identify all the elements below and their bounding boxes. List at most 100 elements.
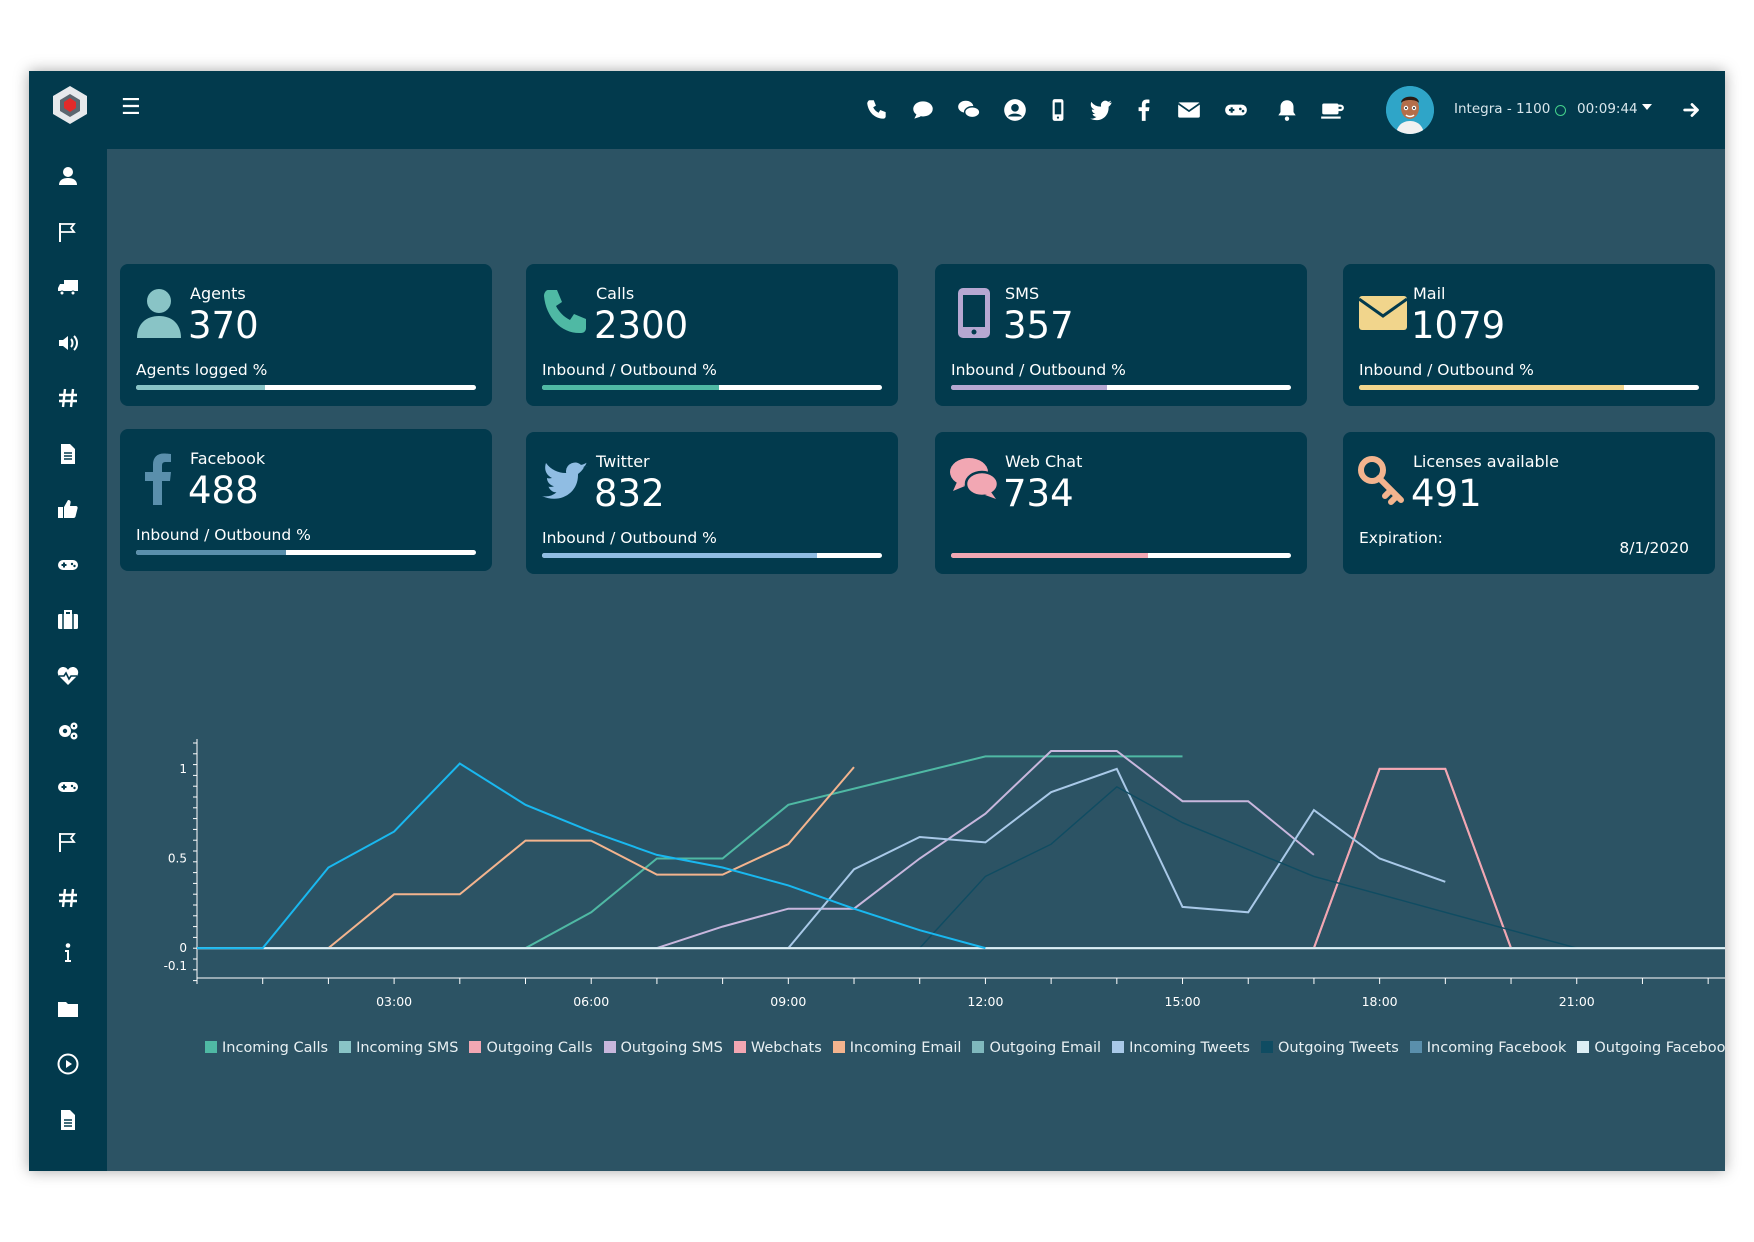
sidebar-flag-icon[interactable]	[56, 220, 80, 244]
phone-icon[interactable]	[864, 97, 890, 123]
series-line-outgoing-tweets	[919, 785, 1577, 949]
legend-label: Webchats	[750, 1040, 822, 1056]
legend-swatch	[469, 1041, 482, 1053]
sidebar-gamepad-icon[interactable]	[56, 553, 80, 577]
x-tick-label: 09:00	[770, 994, 806, 1009]
sidebar-flag-icon-2[interactable]	[56, 830, 80, 854]
progress-bar	[542, 385, 882, 390]
series-line-incoming-calls	[197, 755, 1183, 950]
card-calls[interactable]: Calls 2300 Inbound / Outbound %	[526, 264, 898, 406]
card-mail[interactable]: Mail 1079 Inbound / Outbound %	[1343, 264, 1715, 406]
sidebar-play-circle-icon[interactable]	[56, 1052, 80, 1076]
bell-icon[interactable]	[1274, 97, 1300, 123]
card-value: 832	[594, 472, 665, 515]
twitter-icon[interactable]	[1088, 97, 1114, 123]
card-value: 1079	[1411, 304, 1506, 347]
legend-item[interactable]: Incoming Tweets	[1112, 1040, 1250, 1056]
envelope-icon[interactable]	[1176, 97, 1202, 123]
logout-arrow-icon[interactable]	[1681, 99, 1703, 121]
legend-item[interactable]: Incoming SMS	[339, 1040, 458, 1056]
card-subtitle: Inbound / Outbound %	[951, 361, 1126, 379]
progress-bar	[542, 553, 882, 558]
legend-item[interactable]: Outgoing Tweets	[1260, 1040, 1399, 1056]
series-line-incoming-tweets	[787, 767, 1446, 949]
sidebar-truck-icon[interactable]	[56, 275, 80, 299]
x-tick-label: 06:00	[573, 994, 609, 1009]
legend-item[interactable]: Outgoing Facebook	[1577, 1040, 1725, 1056]
sidebar-hashtag-icon-2[interactable]	[56, 886, 80, 910]
user-circle-icon[interactable]	[1002, 97, 1028, 123]
sidebar-heartbeat-icon[interactable]	[56, 664, 80, 688]
y-tick-label: 0	[179, 941, 187, 955]
chart-legend: Incoming Calls Incoming SMS Outgoing Calls…	[205, 1037, 1725, 1057]
series-line-webchats	[1312, 767, 1512, 949]
sidebar-file-icon[interactable]	[56, 1108, 80, 1132]
facebook-icon[interactable]	[1131, 97, 1157, 123]
hamburger-menu-button[interactable]: ☰	[121, 95, 141, 120]
card-sms[interactable]: SMS 357 Inbound / Outbound %	[935, 264, 1307, 406]
sidebar-folder-icon[interactable]	[56, 997, 80, 1021]
sidebar-cogs-icon[interactable]	[56, 719, 80, 743]
x-tick-label: 21:00	[1559, 994, 1595, 1009]
chat-bubble-icon[interactable]	[910, 97, 936, 123]
progress-fill	[951, 553, 1149, 558]
legend-swatch	[832, 1041, 845, 1053]
card-subtitle: Inbound / Outbound %	[1359, 361, 1534, 379]
card-agents[interactable]: Agents 370 Agents logged %	[120, 264, 492, 406]
progress-fill	[136, 385, 266, 390]
card-twitter[interactable]: Twitter 832 Inbound / Outbound %	[526, 432, 898, 574]
user-dropdown-caret-icon[interactable]	[1642, 104, 1652, 110]
sidebar-thumbs-up-icon[interactable]	[56, 497, 80, 521]
legend-label: Incoming Tweets	[1129, 1040, 1250, 1056]
legend-item[interactable]: Outgoing Calls	[469, 1040, 593, 1056]
card-licenses[interactable]: Licenses available 491 Expiration: 8/1/2…	[1343, 432, 1715, 574]
coffee-icon[interactable]	[1319, 97, 1345, 123]
legend-item[interactable]: Outgoing SMS	[603, 1040, 723, 1056]
series-line-outgoing-calls	[197, 767, 1725, 950]
card-subtitle: Inbound / Outbound %	[136, 526, 311, 544]
legend-item[interactable]: Outgoing Email	[972, 1040, 1101, 1056]
progress-bar	[951, 553, 1291, 558]
sidebar-hashtag-icon[interactable]	[56, 386, 80, 410]
sidebar-info-icon[interactable]	[56, 941, 80, 965]
key-icon	[1357, 454, 1407, 508]
series-line-agents	[197, 762, 986, 950]
legend-item[interactable]: Incoming Calls	[205, 1040, 328, 1056]
legend-swatch	[603, 1041, 616, 1053]
card-value: 357	[1003, 304, 1074, 347]
legend-item[interactable]: Incoming Email	[832, 1040, 962, 1056]
legend-swatch	[339, 1041, 352, 1053]
sidebar-document-icon[interactable]	[56, 442, 80, 466]
card-value: 370	[188, 304, 259, 347]
card-facebook[interactable]: Facebook 488 Inbound / Outbound %	[120, 429, 492, 571]
legend-item[interactable]: Webchats	[733, 1040, 822, 1056]
legend-swatch	[1112, 1041, 1125, 1053]
legend-label: Outgoing SMS	[620, 1040, 723, 1056]
card-value: 734	[1003, 472, 1074, 515]
sidebar-user-icon[interactable]	[56, 164, 80, 188]
chats-icon[interactable]	[956, 97, 982, 123]
y-tick-label: 1	[179, 762, 187, 776]
sidebar-briefcase-icon[interactable]	[56, 608, 80, 632]
card-webchat[interactable]: Web Chat 734	[935, 432, 1307, 574]
legend-label: Outgoing Tweets	[1277, 1040, 1399, 1056]
user-avatar[interactable]	[1386, 86, 1434, 134]
status-indicator	[1555, 105, 1566, 116]
app-logo[interactable]	[49, 84, 91, 126]
legend-label: Incoming Email	[849, 1040, 962, 1056]
card-label: SMS	[1005, 284, 1040, 303]
mobile-icon[interactable]	[1045, 97, 1071, 123]
x-tick-label: 03:00	[376, 994, 412, 1009]
sidebar-volume-icon[interactable]	[56, 331, 80, 355]
card-subtitle: Inbound / Outbound %	[542, 361, 717, 379]
card-label: Mail	[1413, 284, 1446, 303]
user-name[interactable]: Integra - 1100	[1454, 101, 1551, 117]
mobile-icon	[949, 286, 999, 340]
legend-item[interactable]: Incoming Facebook	[1409, 1040, 1566, 1056]
x-tick-label: 12:00	[967, 994, 1003, 1009]
activity-line-chart: 1 0.5 0 -0.1 03:00 06:00 09:00 12:00 15:00 18:00 2…	[164, 739, 1725, 1009]
card-subtitle: Agents logged %	[136, 361, 268, 379]
card-label: Twitter	[596, 452, 650, 471]
gamepad-icon[interactable]	[1223, 97, 1249, 123]
sidebar-gamepad-icon-2[interactable]	[56, 775, 80, 799]
